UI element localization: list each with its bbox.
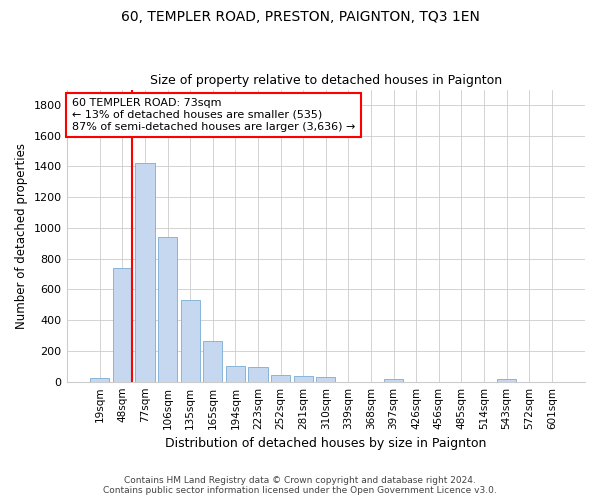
- Bar: [113, 268, 132, 382]
- X-axis label: Distribution of detached houses by size in Paignton: Distribution of detached houses by size …: [165, 437, 487, 450]
- Y-axis label: Number of detached properties: Number of detached properties: [15, 142, 28, 328]
- Text: 60, TEMPLER ROAD, PRESTON, PAIGNTON, TQ3 1EN: 60, TEMPLER ROAD, PRESTON, PAIGNTON, TQ3…: [121, 10, 479, 24]
- Text: Contains HM Land Registry data © Crown copyright and database right 2024.
Contai: Contains HM Land Registry data © Crown c…: [103, 476, 497, 495]
- Bar: [203, 341, 223, 382]
- Text: 60 TEMPLER ROAD: 73sqm
← 13% of detached houses are smaller (535)
87% of semi-de: 60 TEMPLER ROAD: 73sqm ← 13% of detached…: [72, 98, 355, 132]
- Bar: [293, 376, 313, 382]
- Bar: [497, 379, 516, 382]
- Bar: [248, 367, 268, 382]
- Title: Size of property relative to detached houses in Paignton: Size of property relative to detached ho…: [150, 74, 502, 87]
- Bar: [90, 378, 109, 382]
- Bar: [316, 378, 335, 382]
- Bar: [158, 237, 177, 382]
- Bar: [384, 379, 403, 382]
- Bar: [136, 164, 155, 382]
- Bar: [226, 366, 245, 382]
- Bar: [181, 300, 200, 382]
- Bar: [271, 375, 290, 382]
